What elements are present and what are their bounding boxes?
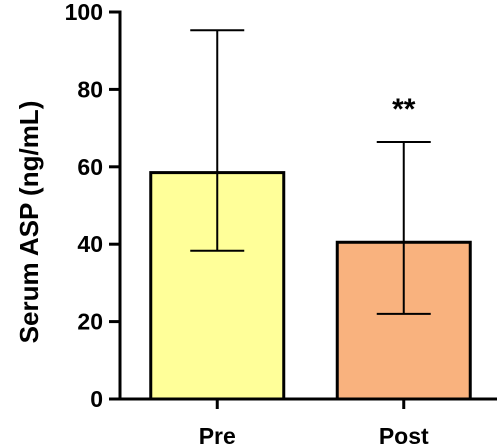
y-tick-label: 60 — [77, 154, 103, 180]
plot-area: Pre Post ** 0 20 40 60 80 100 — [65, 0, 497, 448]
significance-marker: ** — [392, 93, 416, 126]
y-tick-label: 100 — [65, 0, 103, 25]
y-tick-label: 80 — [77, 76, 103, 102]
x-tick-label-pre: Pre — [199, 423, 236, 448]
y-tick-label: 40 — [77, 231, 103, 257]
x-tick-label-post: Post — [379, 423, 429, 448]
y-axis-title: Serum ASP (ng/mL) — [14, 101, 44, 344]
y-tick-label: 0 — [90, 386, 103, 412]
y-tick-label: 20 — [77, 309, 103, 335]
